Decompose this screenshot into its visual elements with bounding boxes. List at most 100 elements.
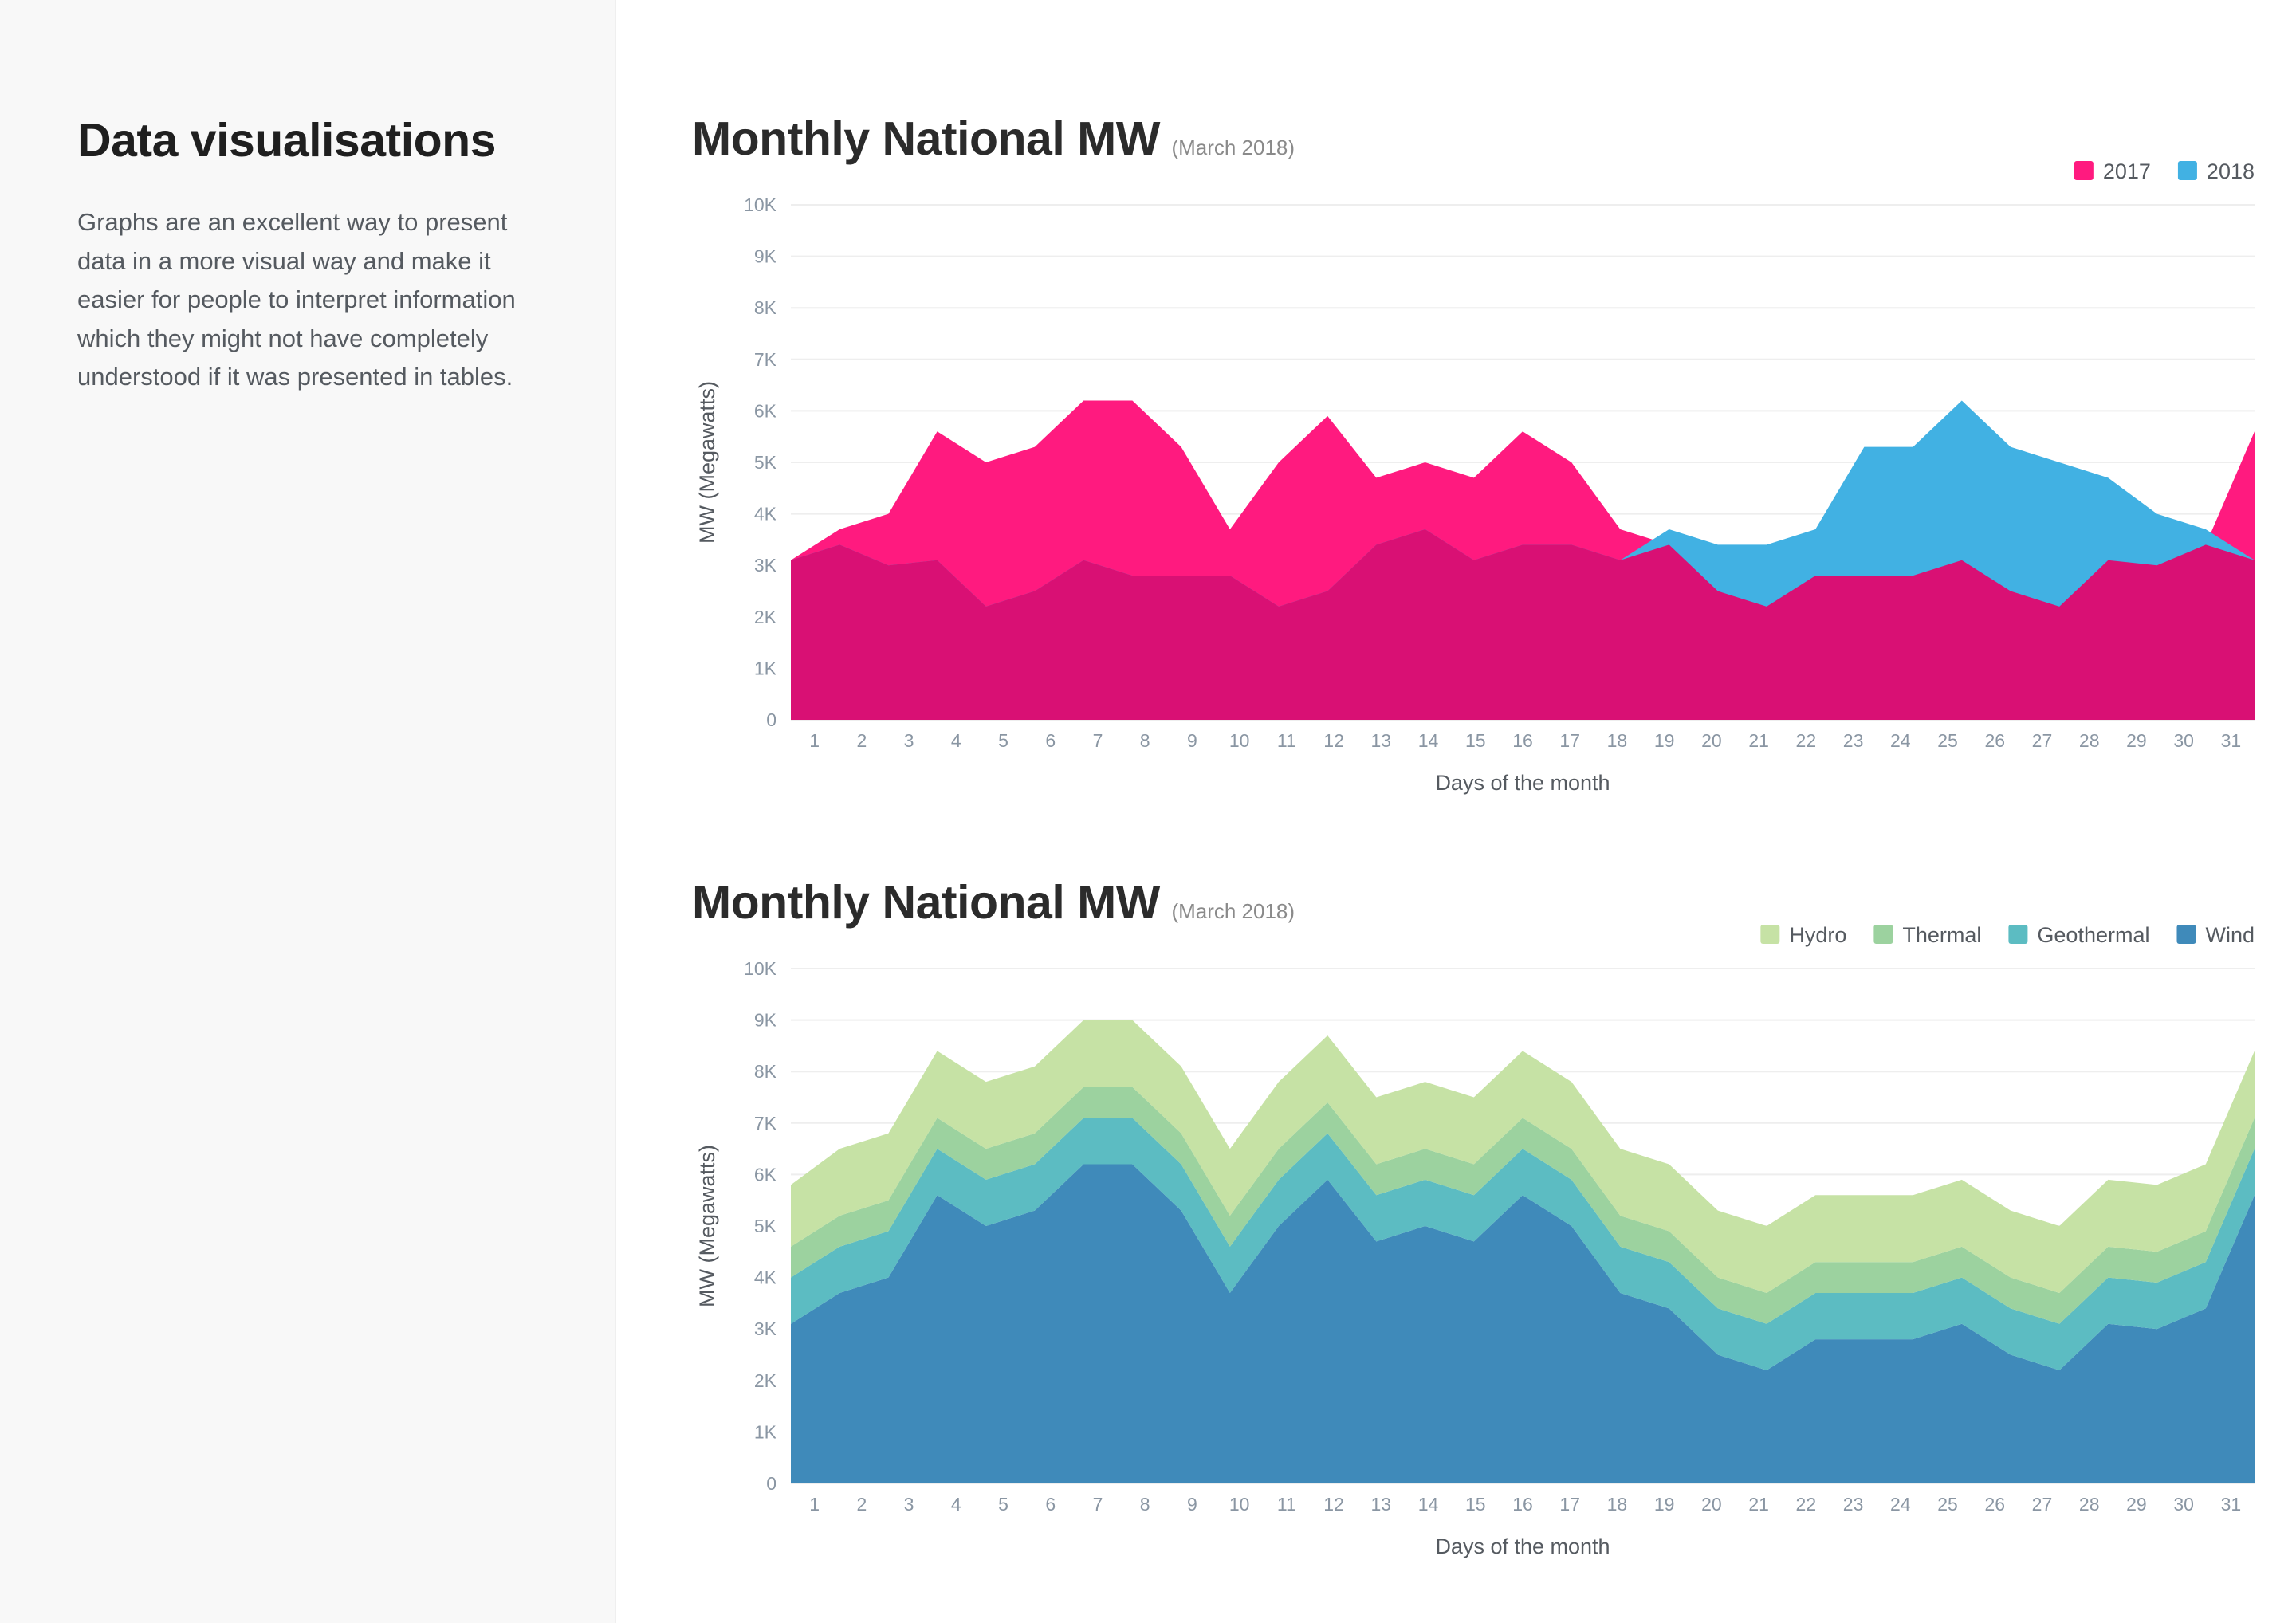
x-tick-label: 28: [2079, 730, 2100, 751]
chart-subtitle: (March 2018): [1171, 136, 1295, 159]
x-tick-label: 3: [904, 1494, 914, 1515]
x-tick-label: 9: [1187, 730, 1197, 751]
y-tick-label: 0: [766, 1473, 776, 1494]
x-tick-label: 30: [2173, 1494, 2194, 1515]
legend-swatch: [2177, 161, 2197, 180]
area-thermal: [791, 1087, 2255, 1324]
x-tick-label: 27: [2032, 1494, 2053, 1515]
x-tick-label: 29: [2126, 1494, 2147, 1515]
x-tick-label: 4: [951, 1494, 961, 1515]
x-tick-label: 5: [998, 730, 1008, 751]
x-tick-label: 23: [1843, 1494, 1864, 1515]
x-tick-label: 14: [1418, 730, 1439, 751]
x-tick-label: 29: [2126, 730, 2147, 751]
y-tick-label: 7K: [754, 1113, 777, 1134]
legend-label: Thermal: [1902, 923, 1981, 947]
legend-item-2018[interactable]: 2018: [2177, 159, 2255, 183]
y-tick-label: 10K: [744, 195, 777, 215]
x-tick-label: 2: [856, 1494, 867, 1515]
y-tick-label: 3K: [754, 555, 777, 576]
legend: 2018 2017: [2074, 159, 2255, 183]
y-axis-label: MW (Megawatts): [695, 381, 719, 544]
x-tick-label: 31: [2221, 730, 2242, 751]
x-tick-label: 10: [1229, 730, 1250, 751]
x-tick-label: 10: [1229, 1494, 1250, 1515]
x-tick-label: 4: [951, 730, 961, 751]
legend-item-geothermal[interactable]: Geothermal: [2008, 923, 2149, 947]
x-tick-label: 2: [856, 730, 867, 751]
legend-item-wind[interactable]: Wind: [2176, 923, 2255, 947]
y-tick-label: 4K: [754, 1267, 777, 1288]
x-tick-label: 1: [809, 730, 820, 751]
y-tick-label: 5K: [754, 452, 777, 473]
x-tick-label: 26: [1984, 1494, 2005, 1515]
x-axis-label: Days of the month: [1435, 771, 1610, 795]
x-tick-label: 22: [1796, 1494, 1817, 1515]
x-tick-label: 28: [2079, 1494, 2100, 1515]
legend-label: Hydro: [1789, 923, 1846, 947]
x-tick-label: 18: [1607, 730, 1628, 751]
area-hydro: [791, 1020, 2255, 1293]
x-tick-label: 19: [1654, 730, 1675, 751]
sidebar: Data visualisations Graphs are an excell…: [0, 0, 616, 1623]
x-tick-label: 17: [1559, 730, 1580, 751]
chart-title-row: Monthly National MW (March 2018): [692, 875, 1295, 929]
x-tick-label: 7: [1093, 1494, 1103, 1515]
y-tick-label: 1K: [754, 658, 777, 678]
legend-item-hydro[interactable]: Hydro: [1760, 923, 1846, 947]
x-tick-label: 27: [2032, 730, 2053, 751]
y-tick-label: 0: [766, 709, 776, 730]
y-tick-label: 6K: [754, 400, 777, 421]
x-axis-label: Days of the month: [1435, 1535, 1610, 1558]
x-tick-label: 17: [1559, 1494, 1580, 1515]
x-tick-label: 7: [1093, 730, 1103, 751]
x-tick-label: 15: [1465, 1494, 1486, 1515]
x-tick-label: 8: [1140, 730, 1150, 751]
y-tick-label: 9K: [754, 246, 777, 267]
legend-label: Wind: [2205, 923, 2255, 947]
legend-label: 2018: [2207, 159, 2255, 183]
x-tick-label: 12: [1323, 730, 1344, 751]
chart-subtitle: (March 2018): [1171, 899, 1295, 923]
legend-swatch: [2176, 925, 2196, 944]
y-axis-label: MW (Megawatts): [695, 1145, 719, 1307]
legend-item-thermal[interactable]: Thermal: [1873, 923, 1981, 947]
x-tick-label: 14: [1418, 1494, 1439, 1515]
x-tick-label: 22: [1796, 730, 1817, 751]
y-tick-label: 10K: [744, 958, 777, 979]
series-areas: [791, 400, 2255, 720]
x-tick-label: 18: [1607, 1494, 1628, 1515]
x-tick-label: 15: [1465, 730, 1486, 751]
chart-energy-sources: Monthly National MW (March 2018) 0 1K 2K 3K…: [692, 875, 2255, 1577]
series-areas: [791, 1020, 2255, 1483]
y-tick-label: 4K: [754, 504, 777, 525]
area-geothermal: [791, 1118, 2255, 1370]
legend-swatch: [1873, 925, 1893, 944]
legend-item-2017[interactable]: 2017: [2074, 159, 2151, 183]
legend-swatch: [2074, 161, 2094, 180]
x-tick-label: 13: [1371, 730, 1392, 751]
x-tick-label: 26: [1984, 730, 2005, 751]
y-tick-label: 3K: [754, 1318, 777, 1339]
x-tick-label: 5: [998, 1494, 1008, 1515]
sidebar-description: Graphs are an excellent way to present d…: [77, 208, 516, 391]
y-tick-label: 7K: [754, 349, 777, 370]
x-tick-label: 21: [1748, 730, 1769, 751]
y-tick-label: 6K: [754, 1164, 777, 1185]
chart-title: Monthly National MW: [692, 112, 1160, 165]
legend: Wind Geothermal Thermal Hydro: [1760, 923, 2255, 947]
x-tick-label: 25: [1937, 1494, 1958, 1515]
area-wind: [791, 1164, 2255, 1483]
x-tick-label: 12: [1323, 1494, 1344, 1515]
y-tick-label: 2K: [754, 607, 777, 627]
x-tick-label: 3: [904, 730, 914, 751]
x-tick-label: 16: [1512, 1494, 1533, 1515]
x-tick-label: 24: [1890, 730, 1911, 751]
y-tick-label: 9K: [754, 1010, 777, 1031]
chart-title: Monthly National MW: [692, 876, 1160, 929]
y-tick-label: 1K: [754, 1421, 777, 1442]
legend-swatch: [2008, 925, 2028, 944]
x-tick-label: 6: [1045, 1494, 1056, 1515]
